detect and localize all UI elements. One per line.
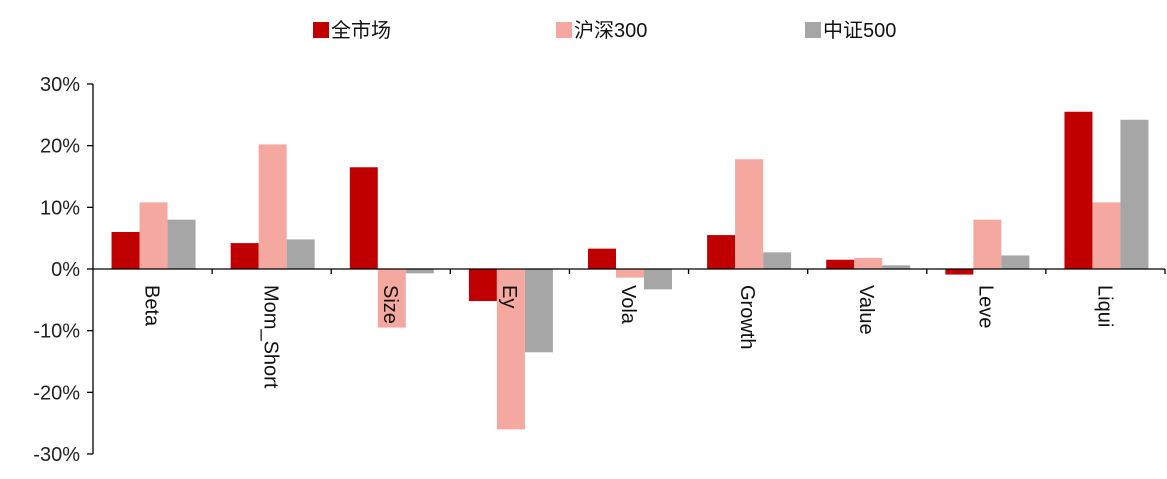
- bar-value-series-3: [882, 265, 911, 269]
- y-axis: 30% 20% 10% 0% -10% -20% -30%: [33, 74, 94, 466]
- bar-beta-series-3: [167, 219, 196, 269]
- bar-size-series-1: [349, 167, 378, 269]
- bar-beta-series-2: [139, 202, 168, 269]
- bar-liqui-series-1: [1064, 111, 1093, 269]
- bar-mom-short-series-1: [230, 243, 259, 269]
- category-label-liqui: Liqui: [1093, 285, 1115, 327]
- bar-growth-series-1: [707, 235, 736, 269]
- bar-ey-series-2: [496, 269, 525, 430]
- category-label-leve: Leve: [974, 285, 996, 328]
- bar-liqui-series-3: [1120, 119, 1149, 270]
- y-tick-label: -10%: [33, 321, 80, 343]
- bar-growth-series-3: [763, 252, 792, 269]
- category-label-ey: Ey: [498, 285, 520, 308]
- legend-swatch: [805, 22, 821, 38]
- y-tick-label: -20%: [33, 382, 80, 404]
- bar-vola-series-3: [644, 269, 672, 290]
- category-label-size: Size: [379, 285, 401, 324]
- legend-item-1: 全市场: [313, 19, 391, 42]
- y-tick-label: 30%: [40, 74, 80, 96]
- bar-ey-series-1: [468, 269, 497, 302]
- x-axis: [93, 268, 1166, 274]
- legend-label: 沪深300: [574, 19, 647, 42]
- category-label-growth: Growth: [736, 285, 758, 349]
- legend-item-2: 沪深300: [556, 19, 647, 42]
- category-label-vola: Vola: [617, 285, 639, 325]
- bar-leve-series-2: [973, 219, 1002, 269]
- bar-mom-short-series-2: [258, 144, 287, 269]
- bars: [111, 111, 1149, 430]
- category-label-beta: Beta: [141, 285, 163, 327]
- bar-vola-series-2: [616, 269, 644, 278]
- bar-leve-series-3: [1001, 255, 1030, 269]
- legend-swatch: [313, 22, 329, 38]
- legend-swatch: [556, 22, 572, 38]
- category-label-mom-short: Mom_Short: [260, 285, 282, 389]
- bar-vola-series-1: [588, 248, 616, 269]
- legend: 全市场 沪深300 中证500: [313, 19, 896, 42]
- y-tick-label: 0%: [51, 259, 80, 281]
- category-label-value: Value: [855, 285, 877, 335]
- bar-liqui-series-2: [1092, 202, 1121, 269]
- bar-mom-short-series-3: [286, 239, 315, 269]
- legend-label: 全市场: [331, 19, 391, 42]
- category-labels: Beta Mom_Short Size Ey Vola Growth Value Leve Li…: [141, 285, 1116, 389]
- bar-value-series-2: [854, 257, 883, 269]
- bar-value-series-1: [826, 259, 855, 269]
- legend-item-3: 中证500: [805, 19, 896, 42]
- y-tick-label: -30%: [33, 444, 80, 466]
- y-tick-label: 20%: [40, 136, 80, 158]
- bar-growth-series-2: [735, 159, 764, 269]
- bar-leve-series-1: [945, 269, 974, 275]
- bar-size-series-2: [377, 269, 406, 328]
- bar-ey-series-3: [524, 269, 553, 353]
- bar-size-series-3: [405, 269, 434, 274]
- y-tick-label: 10%: [40, 197, 80, 219]
- legend-label: 中证500: [823, 19, 896, 42]
- bar-beta-series-1: [111, 232, 140, 269]
